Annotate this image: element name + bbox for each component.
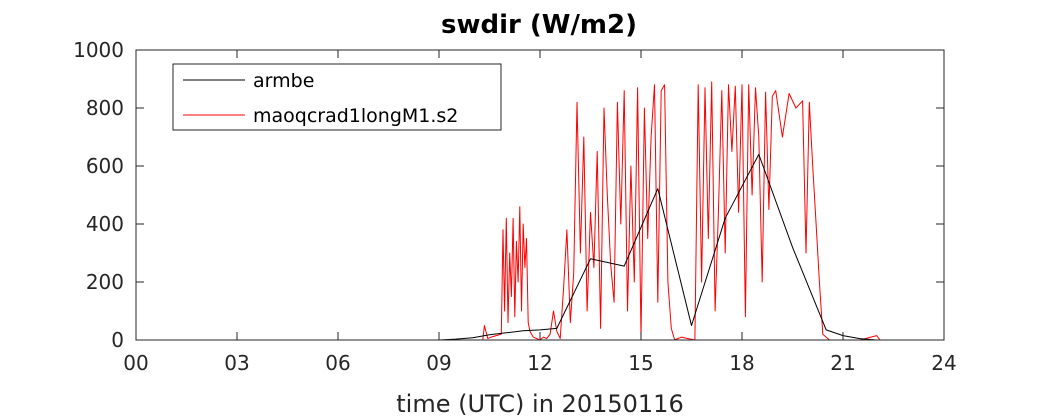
y-axis: 0 200 400 600 800 1000	[73, 38, 944, 352]
y-tick-label: 0	[111, 328, 124, 352]
x-axis: 00 03 06 09 12 15 18 21 24	[123, 50, 957, 375]
x-tick-label: 21	[830, 351, 855, 375]
y-tick-label: 1000	[73, 38, 124, 62]
x-tick-label: 06	[325, 351, 350, 375]
x-tick-label: 09	[426, 351, 451, 375]
y-tick-label: 800	[86, 96, 124, 120]
chart-title: swdir (W/m2)	[441, 10, 637, 40]
y-tick-label: 600	[86, 154, 124, 178]
y-tick-label: 200	[86, 270, 124, 294]
legend-label-armbe: armbe	[253, 70, 314, 92]
x-tick-label: 18	[729, 351, 754, 375]
x-tick-label: 03	[224, 351, 249, 375]
x-tick-label: 24	[931, 351, 956, 375]
legend-label-maoqcrad1longM1-s2: maoqcrad1longM1.s2	[253, 105, 458, 127]
legend-box	[172, 63, 502, 131]
y-tick-label: 400	[86, 212, 124, 236]
series-line-1	[136, 81, 944, 341]
legend: armbe maoqcrad1longM1.s2	[172, 63, 502, 131]
x-tick-label: 00	[123, 351, 148, 375]
x-tick-label: 15	[628, 351, 653, 375]
x-tick-label: 12	[527, 351, 552, 375]
x-axis-label: time (UTC) in 20150116	[396, 390, 683, 417]
